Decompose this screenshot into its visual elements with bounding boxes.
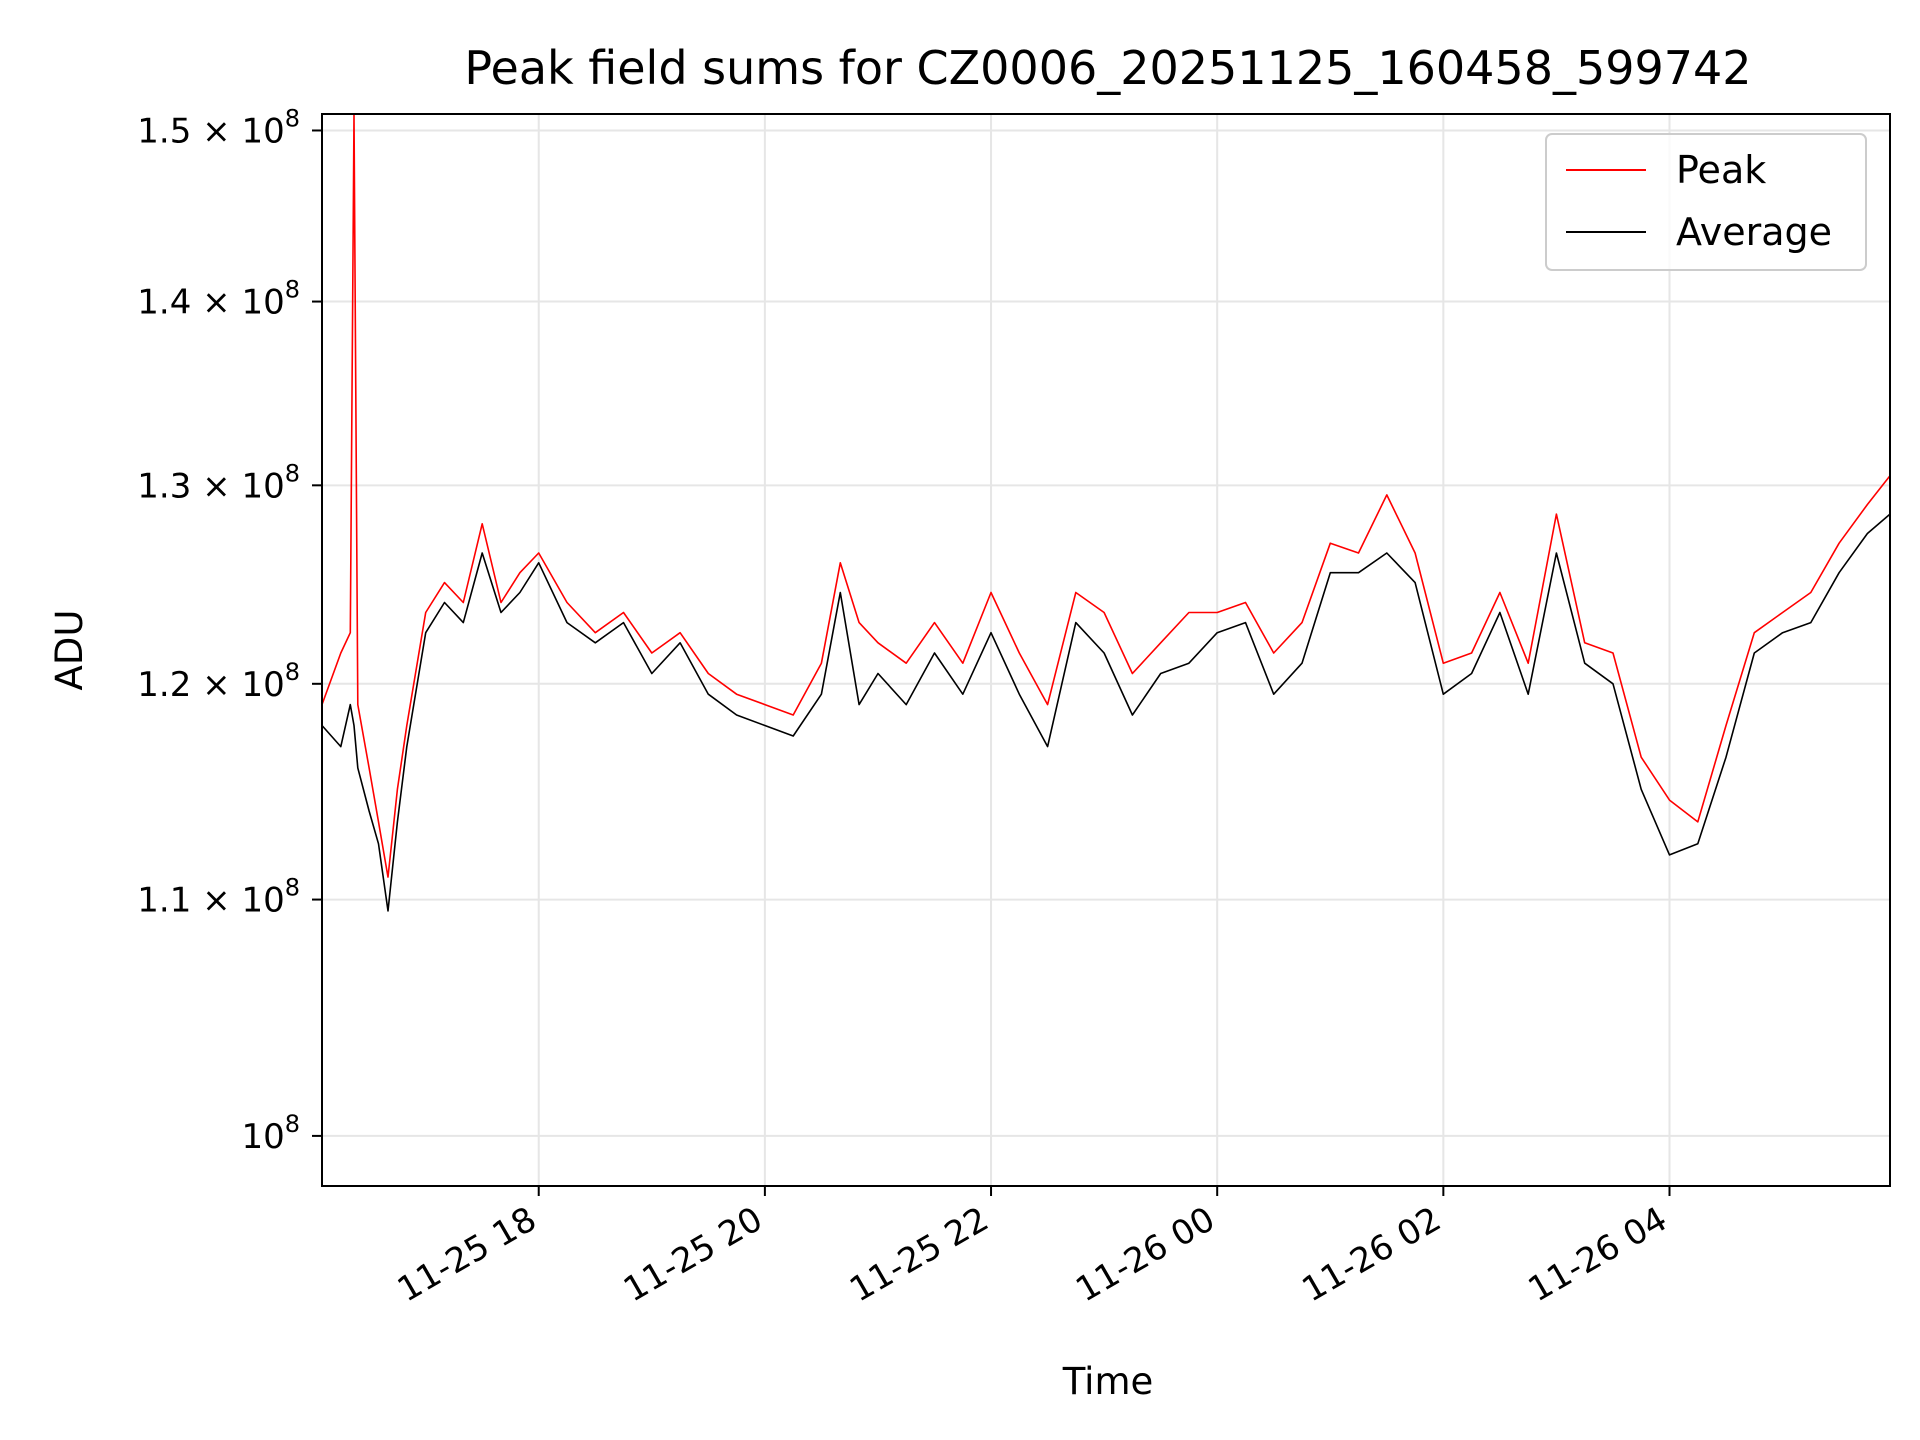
y-tick-exponent: 8 — [285, 459, 300, 487]
x-axis-label: Time — [1062, 1360, 1154, 1403]
plot-frame — [321, 113, 1891, 1187]
y-tick-label: 1.5 × 108 — [137, 104, 300, 151]
y-tick-label: 1.3 × 108 — [137, 459, 300, 506]
y-axis-label: ADU — [48, 610, 91, 691]
y-tick-mantissa: 1.5 × 10 — [137, 111, 284, 151]
legend-frame — [1545, 133, 1867, 271]
y-tick-exponent: 8 — [285, 1110, 300, 1138]
series-layer — [321, 113, 1891, 912]
y-tick-mantissa: 1.2 × 10 — [137, 665, 284, 705]
grid-lines — [322, 114, 1890, 1186]
y-tick-label: 1.2 × 108 — [137, 658, 300, 705]
legend: Peak Average — [1545, 133, 1867, 271]
y-tick-exponent: 8 — [285, 276, 300, 304]
y-tick-mantissa: 1.1 × 10 — [137, 881, 284, 921]
y-tick-label: 108 — [241, 1110, 300, 1157]
y-tick-label: 1.4 × 108 — [137, 276, 300, 323]
y-tick-label: 1.1 × 108 — [137, 874, 300, 921]
y-tick-mantissa: 1.3 × 10 — [137, 466, 284, 506]
series-line-average — [321, 513, 1891, 912]
y-tick-exponent: 8 — [285, 874, 300, 902]
chart-title: Peak field sums for CZ0006_20251125_1604… — [464, 41, 1751, 95]
legend-average-label: Average — [1676, 210, 1832, 254]
y-tick-exponent: 8 — [285, 658, 300, 686]
y-tick-mantissa: 1.4 × 10 — [137, 283, 284, 323]
series-line-peak — [321, 113, 1891, 878]
legend-peak-label: Peak — [1676, 148, 1766, 192]
y-tick-exponent: 8 — [285, 104, 300, 132]
y-tick-mantissa: 10 — [241, 1117, 284, 1157]
